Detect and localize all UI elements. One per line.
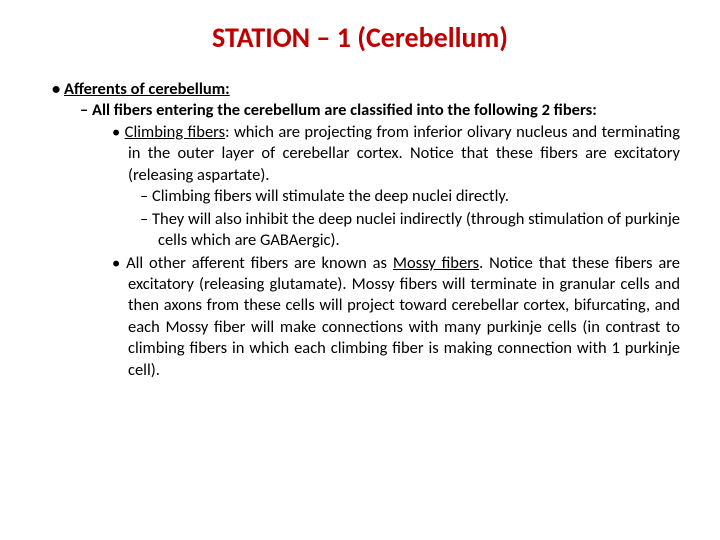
intro-line: All fibers entering the cerebellum are c… (98, 100, 680, 381)
slide-title: STATION – 1 (Cerebellum) (40, 20, 680, 55)
section-heading: Afferents of cerebellum: (64, 79, 230, 99)
climbing-sub-2: They will also inhibit the deep nuclei i… (158, 209, 680, 252)
climbing-label: Climbing fibers (125, 122, 225, 142)
mossy-fibers-item: All other afferent fibers are known as M… (128, 253, 680, 382)
slide-body: Afferents of cerebellum: All fibers ente… (40, 79, 680, 381)
mossy-pre: All other afferent fibers are known as (126, 253, 393, 273)
climbing-fibers-item: Climbing fibers: which are projecting fr… (128, 122, 680, 252)
mossy-label: Mossy fibers (393, 253, 479, 273)
climbing-sub-1: Climbing fibers will stimulate the deep … (158, 186, 680, 207)
section-item: Afferents of cerebellum: All fibers ente… (68, 79, 680, 381)
